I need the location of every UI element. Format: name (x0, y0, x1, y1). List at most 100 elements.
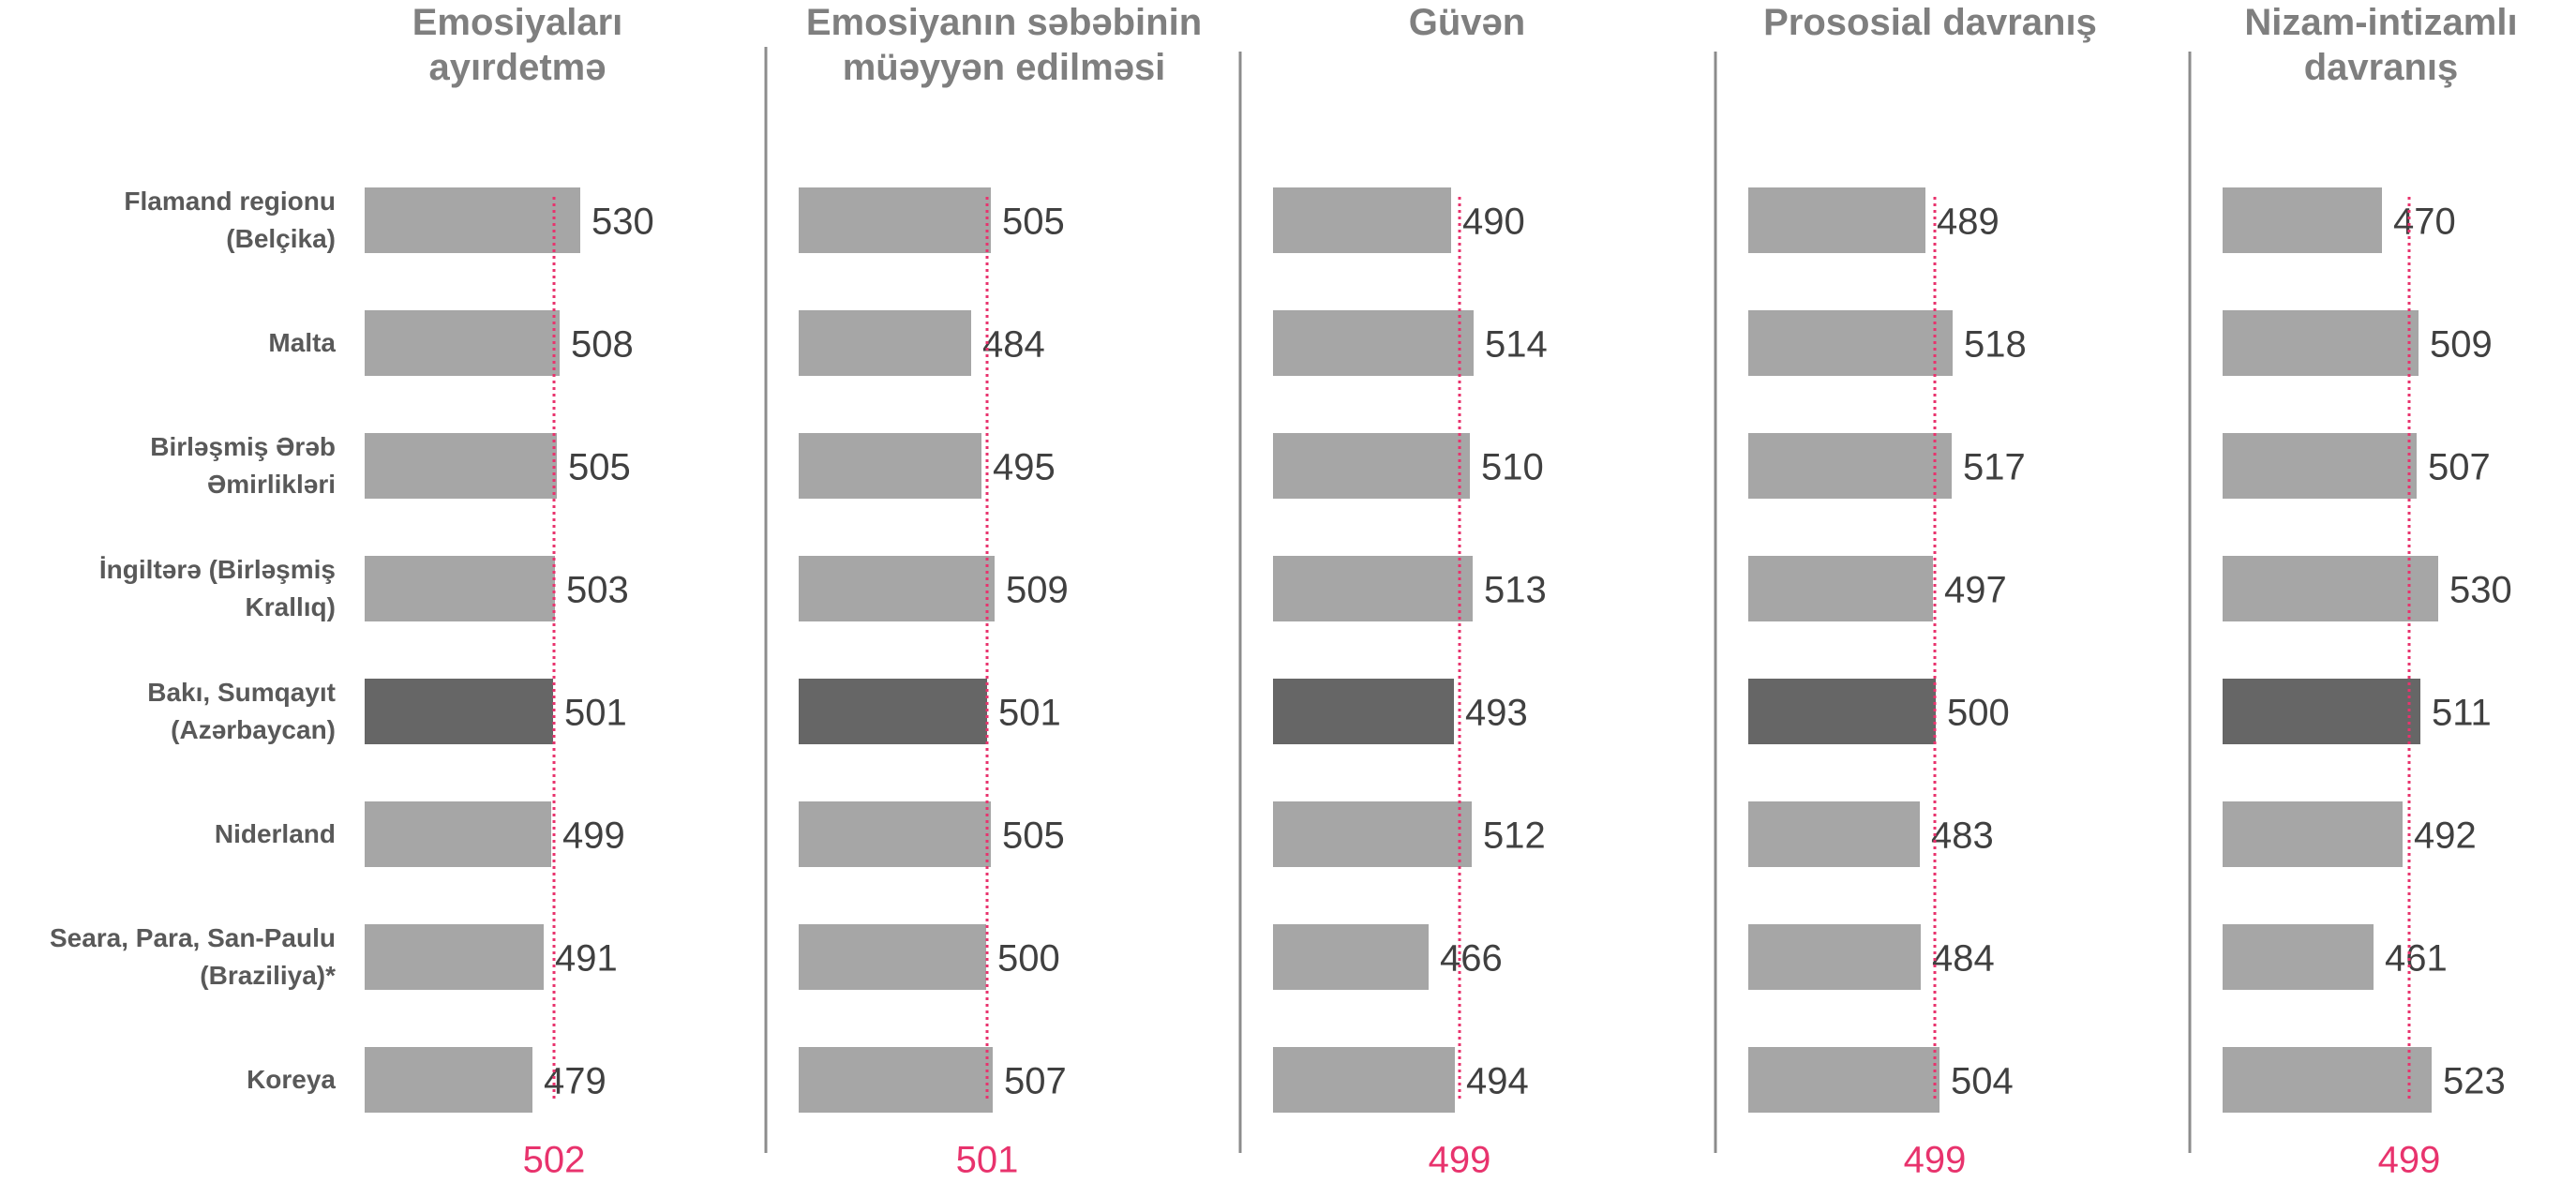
bar (1273, 187, 1451, 253)
value-label: 523 (2443, 1061, 2506, 1102)
bar (799, 679, 987, 744)
value-label: 484 (982, 324, 1045, 366)
bar (1273, 310, 1474, 376)
value-label: 492 (2414, 815, 2477, 857)
bar (1273, 924, 1429, 990)
panel-title: Nizam-intizamlı davranış (2244, 2, 2518, 88)
bar (365, 187, 580, 253)
value-label: 503 (566, 570, 629, 611)
value-label: 489 (1937, 202, 1999, 243)
bar (1748, 310, 1953, 376)
value-label: 493 (1465, 693, 1528, 734)
bar (365, 679, 553, 744)
value-label: 490 (1462, 202, 1525, 243)
bar (1748, 556, 1933, 621)
value-label: 530 (2449, 570, 2512, 611)
category-label: Koreya (247, 1065, 336, 1094)
panel-title: Prososial davranış (1763, 2, 2097, 43)
bar (799, 187, 991, 253)
value-label: 508 (571, 324, 634, 366)
bar (1748, 433, 1952, 499)
value-label: 484 (1932, 938, 1995, 980)
bar (1273, 679, 1454, 744)
value-label: 501 (564, 693, 627, 734)
bar (2223, 556, 2438, 621)
category-label: İngiltərə (Birləşmiş Krallıq) (98, 555, 336, 621)
bar (365, 310, 560, 376)
bar (799, 924, 986, 990)
bar (1748, 801, 1920, 867)
value-label: 509 (1006, 570, 1069, 611)
bar (365, 556, 555, 621)
value-label: 505 (1002, 815, 1065, 857)
bar (1748, 187, 1925, 253)
value-label: 510 (1481, 447, 1544, 488)
value-label: 509 (2430, 324, 2493, 366)
bar (2223, 1047, 2432, 1113)
value-label: 512 (1483, 815, 1546, 857)
value-label: 500 (1947, 693, 2010, 734)
value-label: 479 (544, 1061, 607, 1102)
bar (1273, 1047, 1455, 1113)
bar (799, 556, 995, 621)
panel-title: Emosiyaları ayırdetmə (412, 2, 623, 88)
bar (1273, 801, 1472, 867)
average-label: 499 (2378, 1140, 2441, 1181)
value-label: 495 (993, 447, 1056, 488)
category-label: Flamand regionu (Belçika) (124, 187, 336, 253)
value-label: 491 (555, 938, 618, 980)
bar (2223, 310, 2419, 376)
value-label: 494 (1466, 1061, 1529, 1102)
value-label: 504 (1951, 1061, 2014, 1102)
bar (1748, 1047, 1939, 1113)
value-label: 514 (1485, 324, 1548, 366)
value-label: 518 (1964, 324, 2027, 366)
category-label: Niderland (214, 819, 336, 848)
bar (2223, 187, 2382, 253)
value-label: 500 (997, 938, 1060, 980)
average-label: 499 (1429, 1140, 1491, 1181)
bar (2223, 801, 2403, 867)
bar (2223, 679, 2420, 744)
bar (799, 1047, 993, 1113)
bar (1748, 924, 1921, 990)
value-label: 511 (2432, 693, 2492, 734)
bar (1273, 433, 1470, 499)
panel-title: Emosiyanın səbəbinin müəyyən edilməsi (805, 2, 1203, 88)
value-label: 483 (1931, 815, 1994, 857)
value-label: 466 (1440, 938, 1503, 980)
bar (799, 433, 981, 499)
bar (365, 433, 557, 499)
value-label: 497 (1944, 570, 2007, 611)
value-label: 461 (2385, 938, 2448, 980)
value-label: 513 (1484, 570, 1547, 611)
category-label: Birləşmiş Ərəb Əmirlikləri (150, 432, 336, 499)
bar (1748, 679, 1936, 744)
value-label: 530 (592, 202, 654, 243)
value-label: 505 (568, 447, 631, 488)
bar (365, 801, 551, 867)
panel-title: Güvən (1408, 2, 1526, 43)
category-label: Bakı, Sumqayıt (Azərbaycan) (147, 678, 336, 744)
value-label: 501 (998, 693, 1061, 734)
average-label: 501 (956, 1140, 1019, 1181)
bar (1273, 556, 1473, 621)
value-label: 499 (562, 815, 625, 857)
value-label: 470 (2393, 202, 2456, 243)
category-label: Malta (268, 328, 336, 357)
value-label: 505 (1002, 202, 1065, 243)
bar (365, 924, 544, 990)
bar (799, 310, 971, 376)
bar (2223, 924, 2374, 990)
value-label: 507 (2428, 447, 2491, 488)
value-label: 517 (1963, 447, 2026, 488)
bar (365, 1047, 532, 1113)
average-label: 499 (1904, 1140, 1967, 1181)
bar (2223, 433, 2417, 499)
value-label: 507 (1004, 1061, 1067, 1102)
average-label: 502 (523, 1140, 586, 1181)
category-label: Seara, Para, San-Paulu (Braziliya)* (49, 923, 336, 990)
bar (799, 801, 991, 867)
